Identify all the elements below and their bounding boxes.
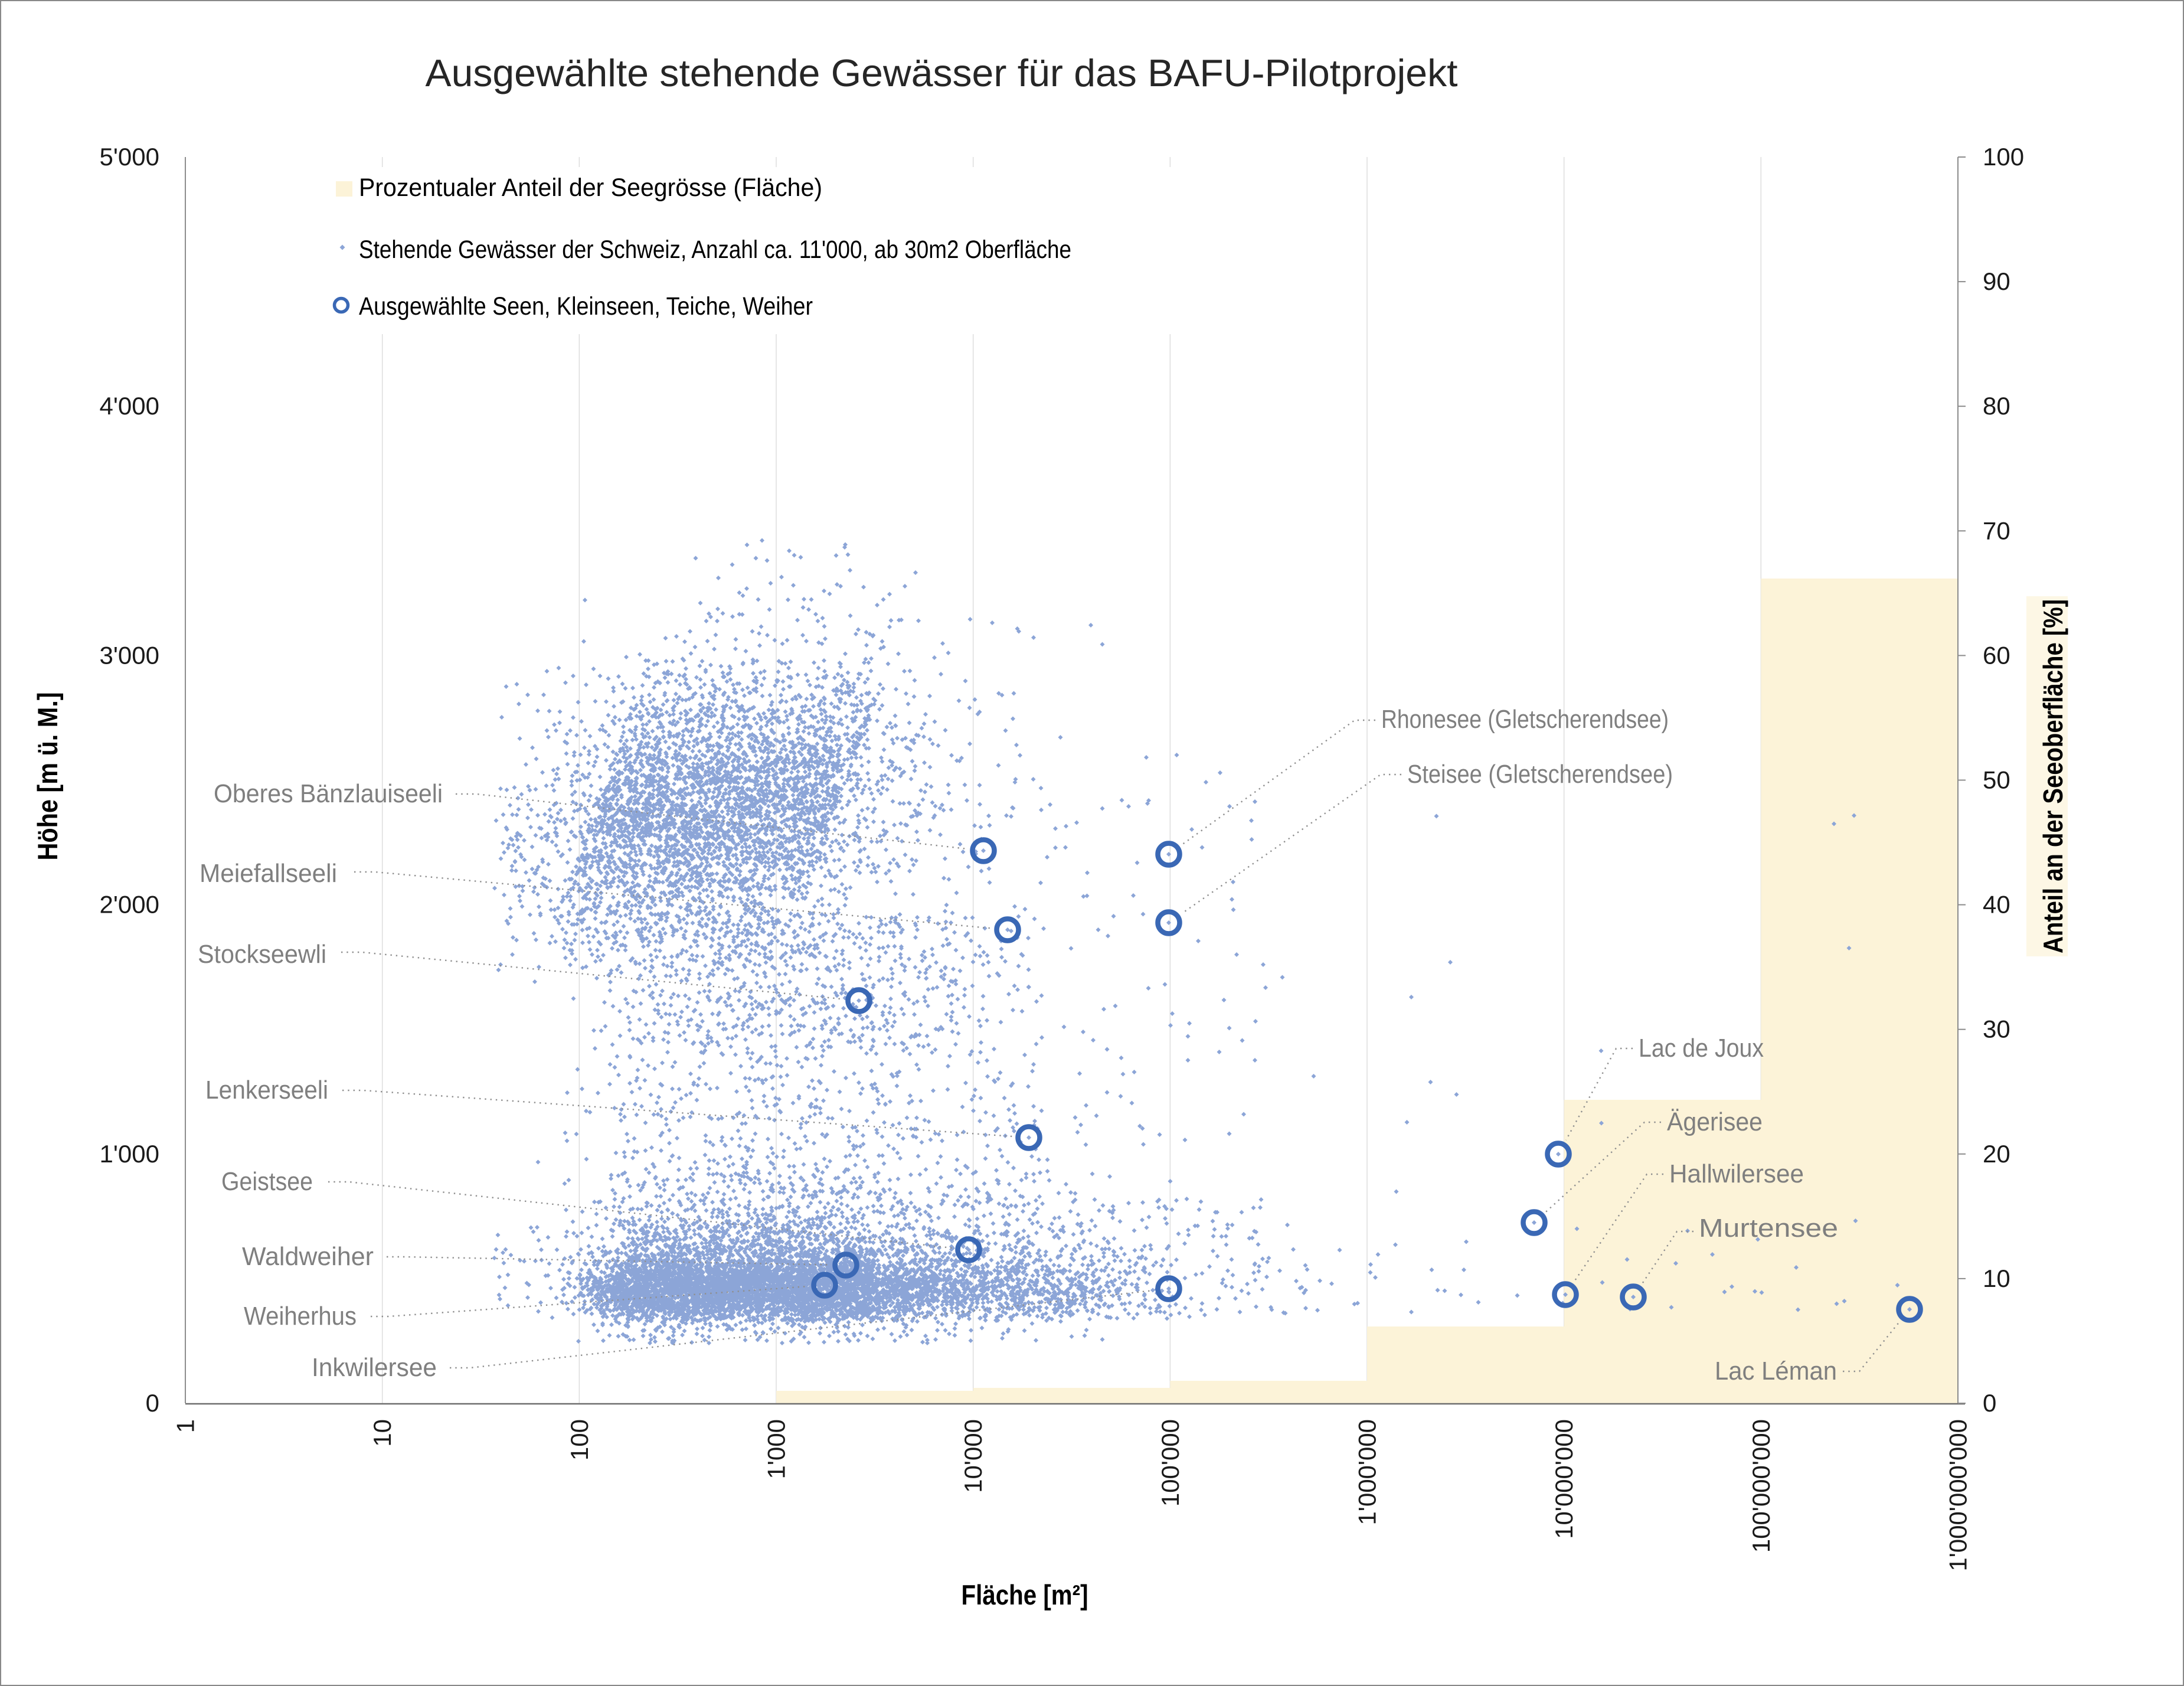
svg-text:0: 0 [146,1389,159,1417]
svg-text:Oberes Bänzlauiseeli: Oberes Bänzlauiseeli [214,779,443,808]
svg-text:Lac de Joux: Lac de Joux [1639,1034,1764,1063]
svg-text:10: 10 [368,1419,396,1447]
svg-text:1: 1 [172,1419,200,1433]
svg-text:100: 100 [565,1419,593,1460]
svg-text:10'000'000: 10'000'000 [1550,1419,1578,1539]
svg-text:1'000'000: 1'000'000 [1353,1419,1381,1525]
svg-text:10: 10 [1983,1264,2010,1292]
svg-text:30: 30 [1983,1015,2010,1043]
svg-text:70: 70 [1983,517,2010,544]
svg-text:Lac Léman: Lac Léman [1715,1357,1837,1386]
svg-text:Rhonesee (Gletscherendsee): Rhonesee (Gletscherendsee) [1381,705,1669,734]
svg-text:100'000: 100'000 [1156,1419,1184,1507]
svg-text:2'000: 2'000 [100,891,159,919]
svg-text:Waldweiher: Waldweiher [242,1242,374,1271]
svg-text:0: 0 [1983,1389,1996,1417]
svg-text:90: 90 [1983,267,2010,295]
svg-text:Stockseewli: Stockseewli [198,940,326,969]
svg-text:Anteil an der Seeoberfläche [%: Anteil an der Seeoberfläche [%] [2038,599,2068,953]
svg-text:Höhe [m ü. M.]: Höhe [m ü. M.] [32,692,63,861]
svg-text:Stehende Gewässer der Schweiz,: Stehende Gewässer der Schweiz, Anzahl ca… [359,236,1071,264]
svg-text:Inkwilersee: Inkwilersee [312,1353,437,1382]
svg-text:Murtensee: Murtensee [1699,1214,1838,1243]
svg-text:60: 60 [1983,641,2010,669]
svg-text:40: 40 [1983,891,2010,919]
svg-text:4'000: 4'000 [100,392,159,420]
svg-text:100: 100 [1983,143,2024,171]
svg-text:1'000'000'000: 1'000'000'000 [1944,1419,1972,1571]
svg-text:3'000: 3'000 [100,641,159,669]
svg-text:50: 50 [1983,766,2010,794]
svg-text:1'000: 1'000 [100,1140,159,1168]
svg-text:Hallwilersee: Hallwilersee [1669,1159,1804,1188]
svg-text:Prozentualer Anteil der Seegrö: Prozentualer Anteil der Seegrösse (Fläch… [359,174,822,202]
svg-text:Ägerisee: Ägerisee [1667,1107,1763,1136]
svg-text:100'000'000: 100'000'000 [1747,1419,1775,1553]
svg-text:1'000: 1'000 [763,1419,790,1479]
svg-text:10'000: 10'000 [959,1419,987,1493]
svg-text:80: 80 [1983,392,2010,420]
svg-text:Fläche [m²]: Fläche [m²] [962,1579,1088,1610]
svg-text:Ausgewählte Seen, Kleinseen, T: Ausgewählte Seen, Kleinseen, Teiche, Wei… [359,292,813,321]
svg-text:Weiherhus: Weiherhus [244,1302,357,1331]
svg-text:Meiefallseeli: Meiefallseeli [200,859,337,888]
svg-text:20: 20 [1983,1140,2010,1168]
svg-text:5'000: 5'000 [100,143,159,171]
svg-text:Ausgewählte stehende Gewässer: Ausgewählte stehende Gewässer für das BA… [426,51,1458,94]
svg-text:Geistsee: Geistsee [221,1167,313,1196]
svg-text:Steisee (Gletscherendsee): Steisee (Gletscherendsee) [1407,760,1673,789]
svg-text:Lenkerseeli: Lenkerseeli [205,1076,328,1105]
